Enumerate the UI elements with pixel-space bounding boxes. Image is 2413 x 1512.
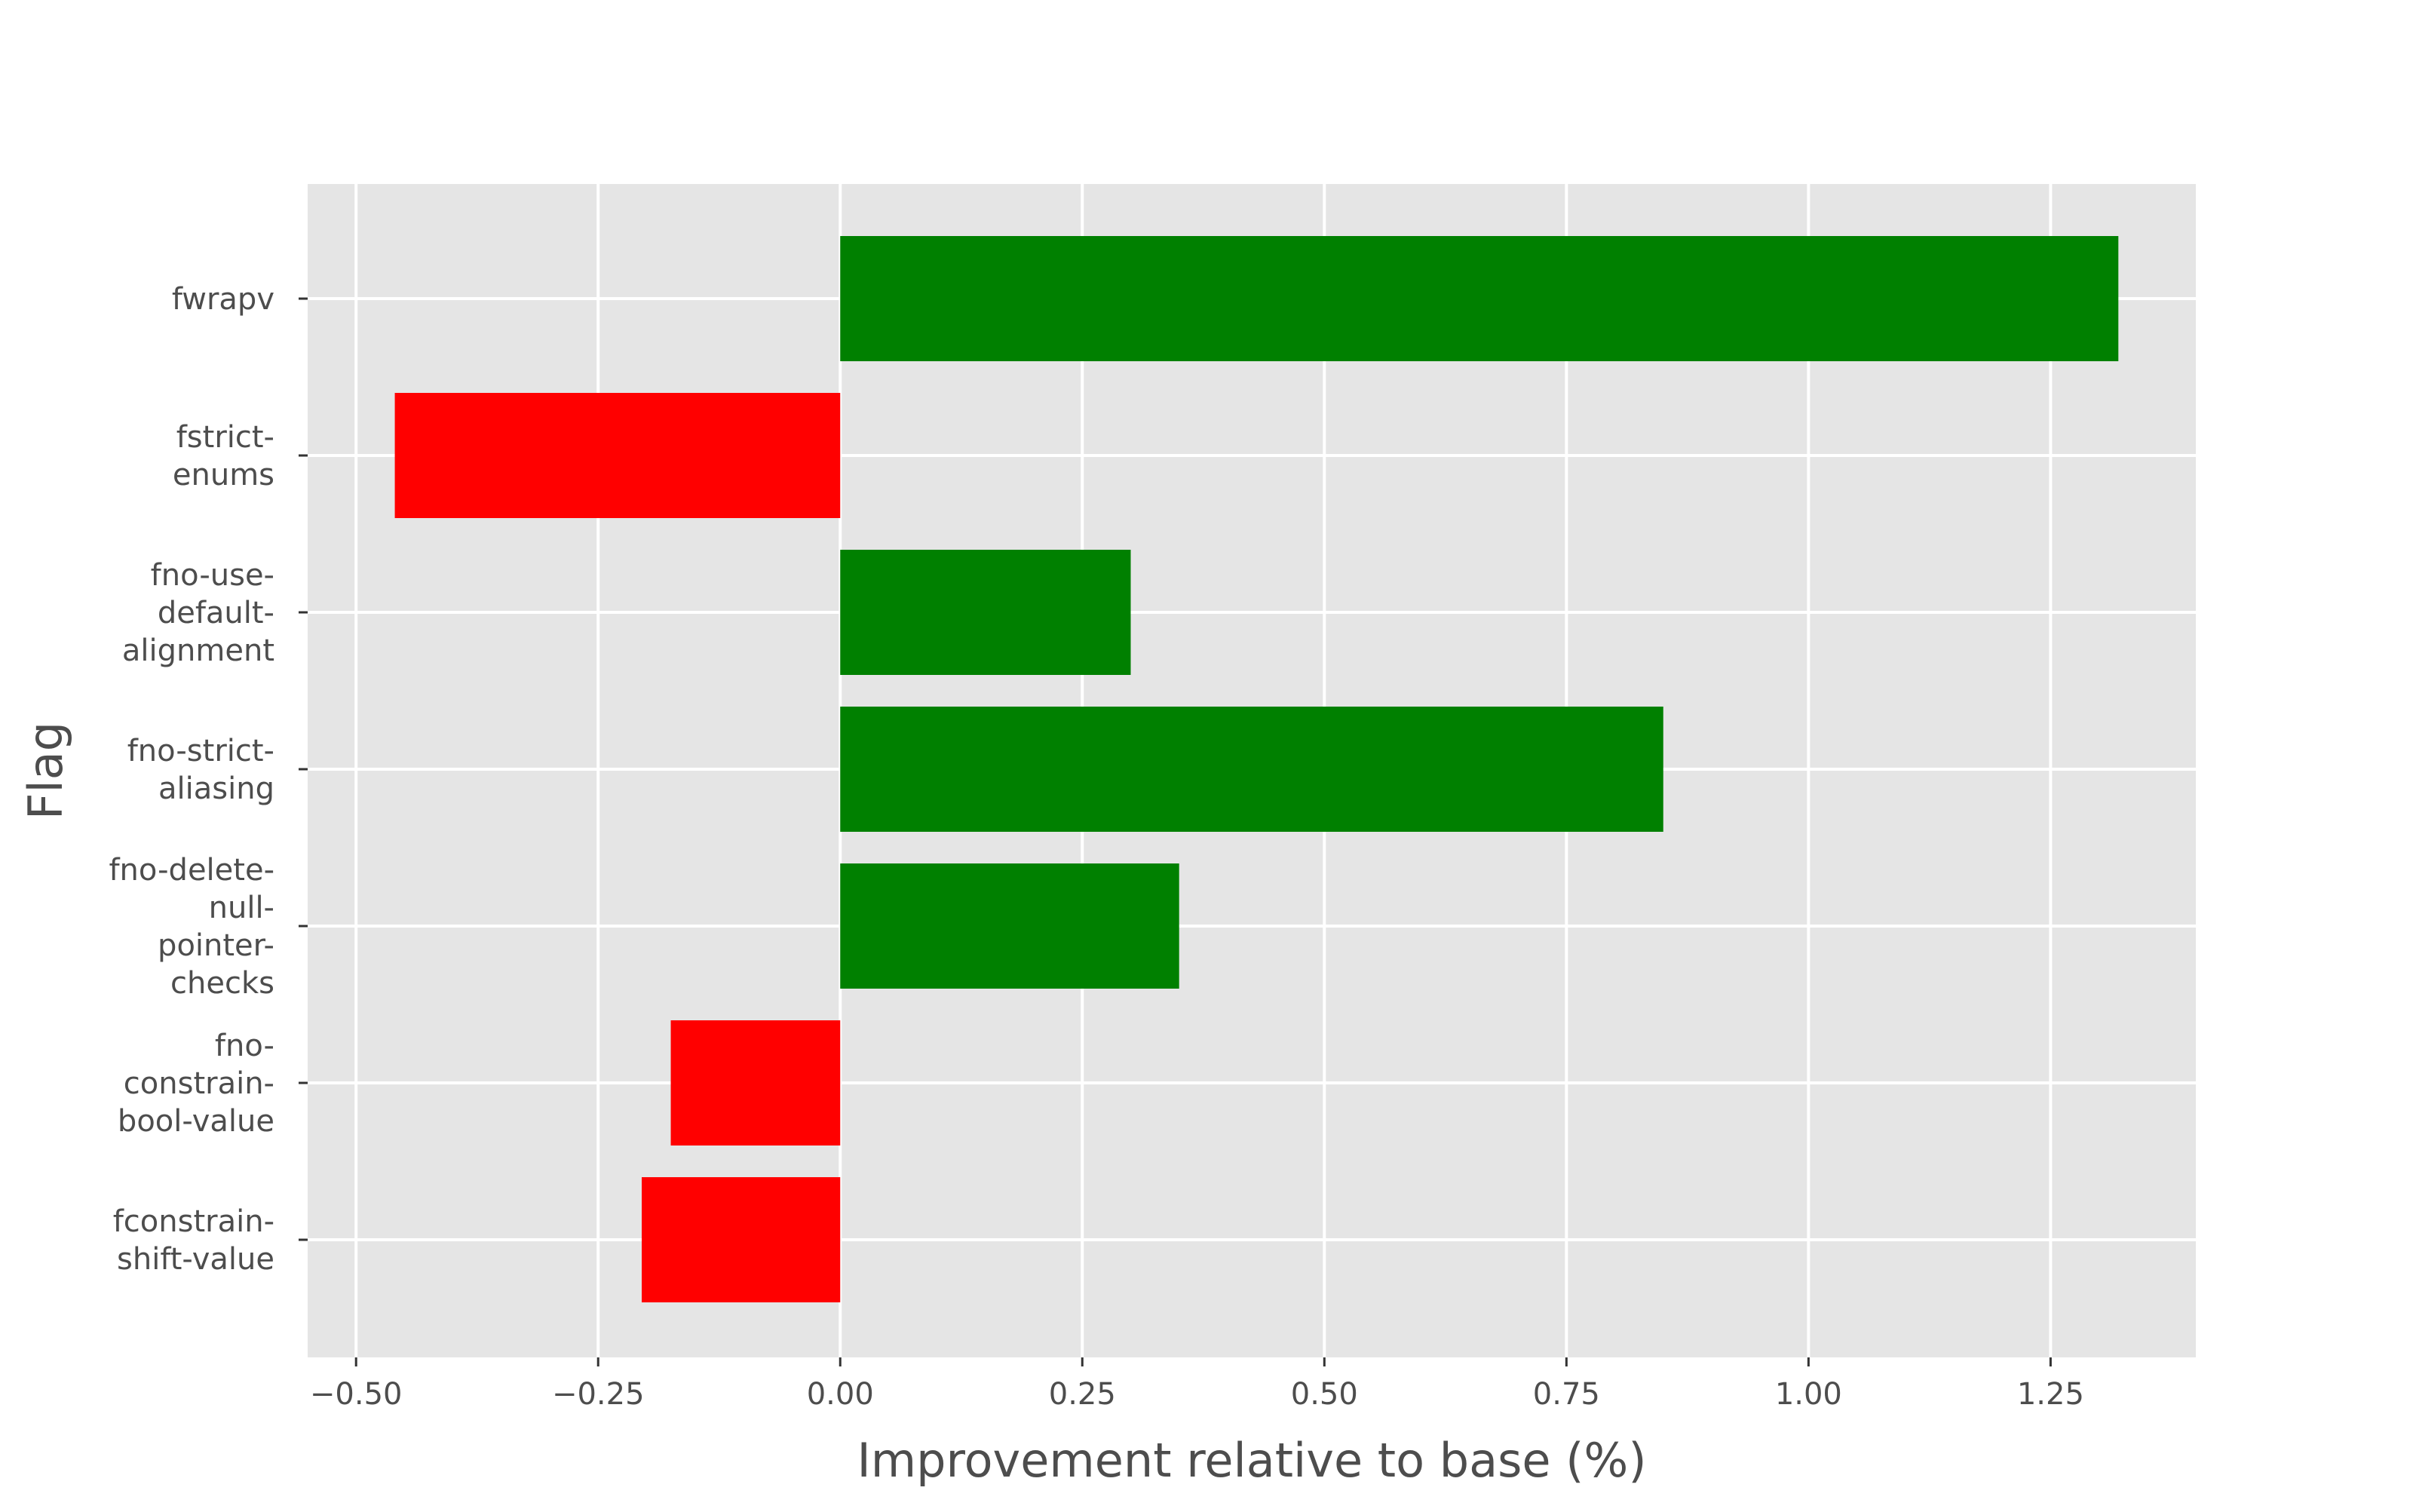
y-tick-label-line: aliasing — [158, 771, 274, 806]
bar-fstrict-enums — [394, 393, 841, 518]
x-axis-label: Improvement relative to base (%) — [857, 1433, 1646, 1488]
x-tick-label: 0.50 — [1291, 1377, 1358, 1412]
y-tick-label-fno-delete-null-pointer-checks: fno-delete-null-pointer-checks — [109, 853, 274, 1001]
y-tick-label-line: fno-use- — [151, 558, 274, 593]
y-tick-label-line: bool-value — [118, 1104, 274, 1139]
bar-fno-use-default-alignment — [840, 550, 1131, 675]
y-tick-label-line: fno-delete- — [109, 853, 274, 888]
y-tick-label-line: alignment — [122, 633, 274, 668]
y-tick-label-line: null- — [209, 891, 274, 925]
y-tick-label-line: fno-strict- — [127, 734, 274, 768]
bar-fconstrain-shift-value — [642, 1177, 841, 1302]
y-tick-label-fno-use-default-alignment: fno-use-default-alignment — [122, 558, 274, 668]
y-tick-label-line: checks — [170, 966, 274, 1001]
x-axis-ticks: −0.50 −0.25 0.00 0.25 0.50 0.75 1.00 1.25 — [310, 1357, 2084, 1412]
bar-fno-strict-aliasing — [840, 707, 1663, 832]
y-tick-label-line: enums — [173, 458, 274, 492]
x-tick-label: 0.25 — [1049, 1377, 1116, 1412]
x-tick-label: −0.25 — [552, 1377, 645, 1412]
bar-fwrapv — [840, 236, 2119, 361]
y-axis-ticks: fwrapv fstrict-enums fno-use-default-align… — [109, 282, 308, 1277]
y-tick-label-line: fconstrain- — [113, 1204, 274, 1239]
y-tick-label-line: shift-value — [117, 1242, 274, 1277]
y-tick-label-line: default- — [158, 596, 274, 630]
x-tick-label: −0.50 — [310, 1377, 403, 1412]
x-tick-label: 1.00 — [1775, 1377, 1842, 1412]
y-tick-label-line: constrain- — [124, 1066, 274, 1101]
x-tick-label: 0.75 — [1533, 1377, 1600, 1412]
y-tick-label-fstrict-enums: fstrict-enums — [173, 420, 274, 492]
y-tick-label-line: fwrapv — [172, 282, 274, 317]
y-tick-label-line: fno- — [215, 1029, 274, 1063]
x-tick-label: 0.00 — [807, 1377, 874, 1412]
y-tick-label-line: pointer- — [158, 928, 274, 963]
y-tick-label-fwrapv: fwrapv — [172, 282, 274, 317]
y-tick-label-fconstrain-shift-value: fconstrain-shift-value — [113, 1204, 274, 1277]
bar-fno-constrain-bool-value — [670, 1020, 841, 1146]
y-tick-label-line: fstrict- — [176, 420, 274, 455]
x-tick-label: 1.25 — [2017, 1377, 2084, 1412]
y-axis-label: Flag — [18, 722, 73, 820]
grid-lines — [308, 184, 2196, 1357]
y-tick-label-fno-strict-aliasing: fno-strict-aliasing — [127, 734, 274, 806]
bar-fno-delete-null-pointer-checks — [840, 863, 1179, 989]
y-tick-label-fno-constrain-bool-value: fno-constrain-bool-value — [118, 1029, 274, 1139]
bars — [394, 236, 2119, 1302]
